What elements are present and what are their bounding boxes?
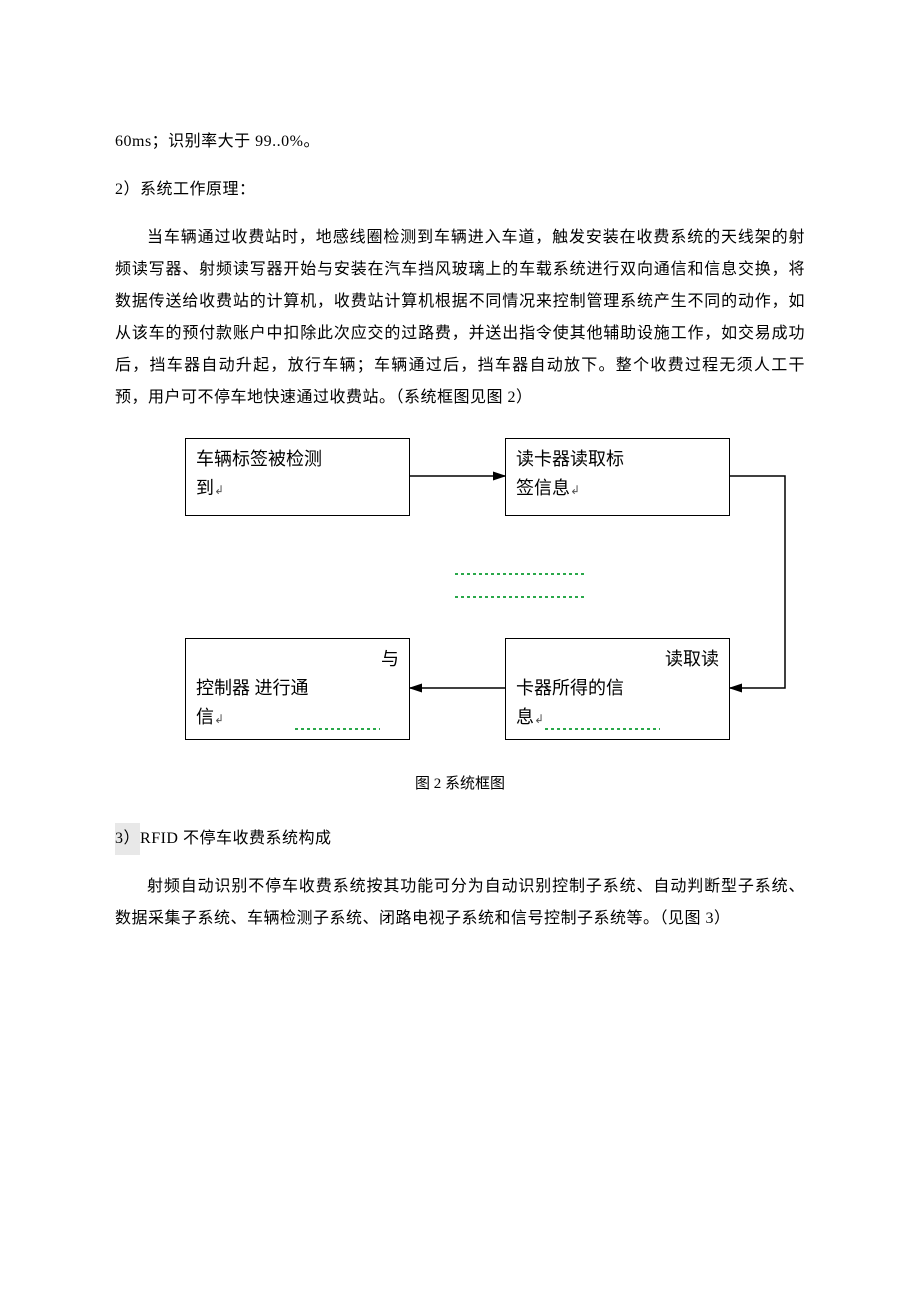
flow-node-n2: 读卡器读取标签信息↲ bbox=[505, 438, 730, 516]
proofing-squiggle-1 bbox=[455, 596, 585, 598]
flow-edge-n2-n3 bbox=[730, 476, 785, 688]
heading-composition-text: RFID 不停车收费系统构成 bbox=[140, 830, 331, 847]
figure-caption: 图 2 系统框图 bbox=[115, 772, 805, 793]
heading-composition: 3）RFID 不停车收费系统构成 bbox=[115, 823, 805, 855]
proofing-squiggle-2 bbox=[545, 728, 660, 730]
proofing-squiggle-0 bbox=[455, 573, 585, 575]
document-page: 60ms；识别率大于 99..0%。 2）系统工作原理： 当车辆通过收费站时，地… bbox=[0, 0, 920, 991]
system-flowchart: 车辆标签被检测到↲ 读卡器读取标签信息↲ 读取读卡器所得的信息↲ 与控制器 进行通信↲ bbox=[175, 438, 815, 758]
flow-node-n3: 读取读卡器所得的信息↲ bbox=[505, 638, 730, 740]
proofing-squiggle-3 bbox=[295, 728, 380, 730]
heading-principle: 2）系统工作原理： bbox=[115, 174, 805, 206]
paragraph-composition-body: 射频自动识别不停车收费系统按其功能可分为自动识别控制子系统、自动判断型子系统、数… bbox=[115, 871, 805, 935]
flow-node-n4: 与控制器 进行通信↲ bbox=[185, 638, 410, 740]
paragraph-principle-body: 当车辆通过收费站时，地感线圈检测到车辆进入车道，触发安装在收费系统的天线架的射频… bbox=[115, 222, 805, 414]
paragraph-spec: 60ms；识别率大于 99..0%。 bbox=[115, 126, 805, 158]
heading-prefix-highlight: 3） bbox=[115, 823, 140, 855]
diagram-container: 车辆标签被检测到↲ 读卡器读取标签信息↲ 读取读卡器所得的信息↲ 与控制器 进行通信↲ bbox=[115, 438, 805, 758]
flow-node-n1: 车辆标签被检测到↲ bbox=[185, 438, 410, 516]
